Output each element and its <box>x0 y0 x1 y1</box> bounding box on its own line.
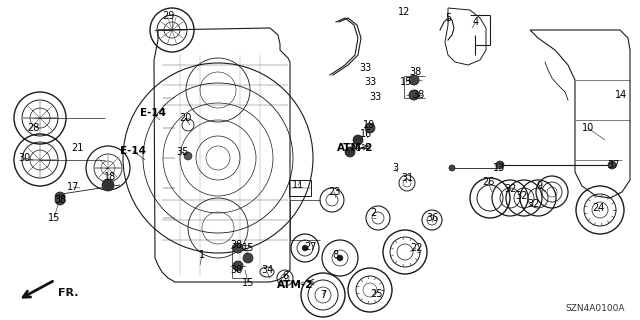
Text: 12: 12 <box>398 7 410 17</box>
Circle shape <box>184 152 192 160</box>
Circle shape <box>449 165 455 171</box>
Text: 19: 19 <box>363 120 375 130</box>
Text: 35: 35 <box>176 147 188 157</box>
Circle shape <box>353 135 363 145</box>
Text: 33: 33 <box>364 77 376 87</box>
Text: 32: 32 <box>527 199 539 209</box>
Text: 10: 10 <box>582 123 594 133</box>
Text: 11: 11 <box>292 180 304 190</box>
Circle shape <box>337 255 343 261</box>
Text: 17: 17 <box>67 182 79 192</box>
Circle shape <box>496 161 504 169</box>
Text: 16: 16 <box>360 129 372 139</box>
Text: E-14: E-14 <box>140 108 166 118</box>
Text: 37: 37 <box>608 160 620 170</box>
Circle shape <box>345 147 355 157</box>
Circle shape <box>233 243 243 253</box>
Text: 38: 38 <box>412 90 424 100</box>
Text: ATM-2: ATM-2 <box>277 280 313 290</box>
Text: E-14: E-14 <box>120 146 146 156</box>
Text: 9: 9 <box>536 181 542 191</box>
Text: 29: 29 <box>162 11 174 21</box>
Text: 20: 20 <box>179 113 191 123</box>
Text: 23: 23 <box>328 187 340 197</box>
Text: 27: 27 <box>304 242 316 252</box>
Circle shape <box>233 261 243 271</box>
Text: 38: 38 <box>230 240 242 250</box>
Circle shape <box>55 192 65 202</box>
Text: FR.: FR. <box>58 288 79 298</box>
Circle shape <box>102 179 114 191</box>
Text: 15: 15 <box>242 243 254 253</box>
Circle shape <box>365 123 375 133</box>
Text: 38: 38 <box>54 195 66 205</box>
Text: 7: 7 <box>320 290 326 300</box>
Text: 38: 38 <box>230 265 242 275</box>
Text: 32: 32 <box>516 191 528 201</box>
Text: 8: 8 <box>332 250 338 260</box>
Text: 1: 1 <box>199 250 205 260</box>
Text: 28: 28 <box>27 123 39 133</box>
Text: 34: 34 <box>261 265 273 275</box>
Circle shape <box>243 253 253 263</box>
Text: 3: 3 <box>392 163 398 173</box>
Text: SZN4A0100A: SZN4A0100A <box>566 304 625 313</box>
Text: 36: 36 <box>426 213 438 223</box>
Text: ATM-2: ATM-2 <box>337 143 373 153</box>
Text: 33: 33 <box>369 92 381 102</box>
Text: 38: 38 <box>409 67 421 77</box>
Text: 26: 26 <box>482 177 494 187</box>
Text: 15: 15 <box>48 213 60 223</box>
Text: 18: 18 <box>104 172 116 182</box>
Text: 15: 15 <box>242 278 254 288</box>
Text: 25: 25 <box>370 289 382 299</box>
Text: 16: 16 <box>350 143 362 153</box>
Text: 13: 13 <box>493 163 505 173</box>
Bar <box>289 180 311 196</box>
Text: 4: 4 <box>473 17 479 27</box>
Text: 32: 32 <box>504 184 516 194</box>
Text: 15: 15 <box>400 77 412 87</box>
Text: 24: 24 <box>592 203 604 213</box>
Text: 31: 31 <box>401 173 413 183</box>
Circle shape <box>409 75 419 85</box>
Text: 5: 5 <box>445 13 451 23</box>
Text: 2: 2 <box>370 208 376 218</box>
Circle shape <box>409 90 419 100</box>
Text: 6: 6 <box>282 271 288 281</box>
Text: 30: 30 <box>18 153 30 163</box>
Text: 22: 22 <box>410 243 422 253</box>
Text: 33: 33 <box>359 63 371 73</box>
Circle shape <box>608 161 616 169</box>
Circle shape <box>55 195 65 205</box>
Text: 14: 14 <box>615 90 627 100</box>
Circle shape <box>302 245 308 251</box>
Text: 21: 21 <box>71 143 83 153</box>
